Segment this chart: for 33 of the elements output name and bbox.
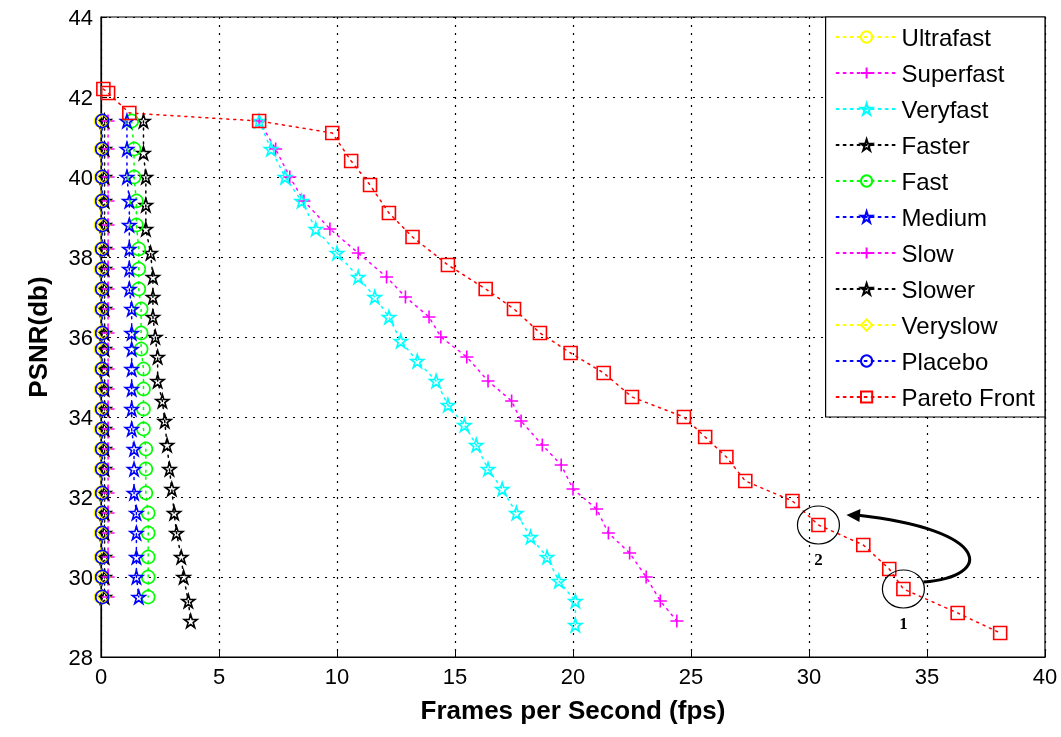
y-tick-label: 36 [68, 324, 93, 350]
y-tick-label: 30 [68, 564, 93, 590]
legend-label: Medium [901, 203, 987, 231]
y-tick-label: 40 [68, 164, 93, 190]
legend-label: Pareto Front [901, 383, 1036, 411]
x-tick-label: 15 [442, 663, 468, 689]
y-tick-label: 38 [68, 244, 93, 270]
legend-label: Placebo [901, 347, 989, 375]
y-tick-label: 42 [68, 84, 93, 110]
y-axis-title: PSNR(db) [23, 276, 53, 398]
legend-label: Slower [901, 275, 975, 303]
x-tick-label: 10 [324, 663, 350, 689]
legend-label: Ultrafast [901, 23, 992, 51]
legend-label: Fast [901, 167, 949, 195]
legend-label: Slow [901, 239, 955, 267]
x-tick-label: 25 [678, 663, 704, 689]
x-axis-title: Frames per Second (fps) [420, 695, 726, 725]
annotation: 2 [814, 550, 823, 569]
y-tick-label: 32 [68, 484, 93, 510]
x-tick-label: 20 [560, 663, 586, 689]
y-tick-label: 34 [68, 404, 93, 430]
legend-label: Veryfast [901, 95, 989, 123]
y-tick-label: 28 [68, 644, 93, 670]
x-tick-label: 30 [796, 663, 822, 689]
legend-label: Superfast [901, 59, 1005, 87]
annotation: 1 [899, 614, 908, 633]
x-tick-label: 0 [94, 663, 108, 689]
legend-label: Veryslow [901, 311, 999, 339]
legend-label: Faster [901, 131, 970, 159]
x-tick-label: 5 [212, 663, 226, 689]
x-tick-label: 35 [914, 663, 940, 689]
y-tick-label: 44 [68, 4, 93, 30]
x-tick-label: 40 [1032, 663, 1058, 689]
